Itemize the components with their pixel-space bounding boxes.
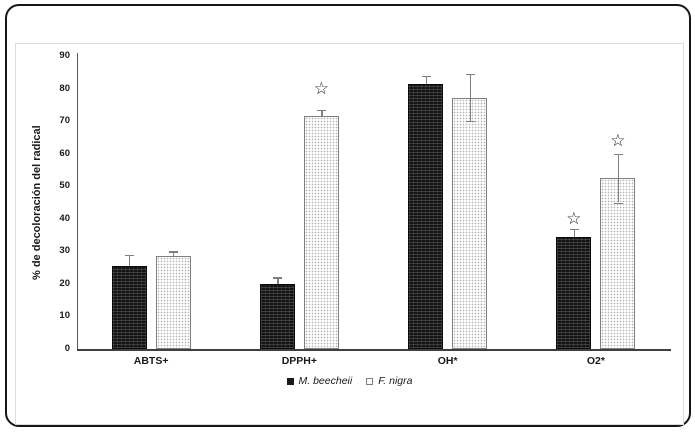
bar [600, 178, 636, 349]
x-axis-category-label: DPPH+ [281, 355, 318, 367]
error-bar [617, 153, 620, 203]
significance-star-icon: ☆ [566, 208, 582, 228]
error-bar-cap [569, 228, 579, 230]
error-bar-cap [273, 277, 283, 279]
y-axis-tick-label: 30 [59, 245, 70, 257]
y-axis-title: % de decoloración del radical [31, 125, 43, 280]
plot-area: % de decoloración del radical 0 10 20 30 40 5… [16, 44, 683, 424]
y-axis-tick-label: 80 [59, 82, 70, 94]
error-bar-cap [465, 73, 475, 76]
error-bar [129, 254, 131, 266]
y-axis-tick-label: 90 [59, 50, 70, 61]
legend-label-m-beecheii: M. beecheii [298, 375, 353, 387]
error-bar [469, 73, 471, 122]
chart-area: % de decoloración del radical 0 10 20 30 40 5… [15, 43, 684, 425]
legend: M. beecheii F. nigra [16, 375, 683, 387]
legend-item-m-beecheii: M. beecheii [286, 375, 353, 387]
y-axis-line [76, 53, 78, 350]
error-bar [425, 75, 427, 84]
error-bar-cap [613, 202, 623, 204]
y-axis-tick-label: 70 [59, 115, 70, 127]
x-axis-category-label: O2* [586, 355, 605, 367]
x-axis-category-label: OH* [437, 355, 458, 367]
y-axis-tick-label: 40 [59, 212, 70, 224]
significance-star-icon: ☆ [610, 130, 626, 150]
error-bar-cap [465, 121, 475, 123]
error-bar-cap [317, 109, 327, 111]
error-bar [321, 109, 323, 117]
y-axis-tick-label: 50 [59, 180, 70, 192]
legend-label-f-nigra: F. nigra [378, 375, 413, 387]
legend-item-f-nigra: F. nigra [366, 375, 412, 387]
error-bar [573, 228, 576, 237]
y-axis-tick-label: 10 [59, 310, 70, 322]
error-bar [277, 277, 279, 284]
error-bar-cap [613, 153, 623, 155]
x-axis-category-label: ABTS+ [133, 355, 169, 367]
y-axis-tick-label: 0 [64, 343, 70, 354]
error-bar-cap [421, 75, 431, 77]
x-axis-line [76, 349, 671, 351]
bar [259, 283, 295, 349]
error-bar-cap [169, 251, 179, 253]
open-square-icon [366, 377, 374, 385]
error-bar-cap [125, 254, 135, 256]
bar [556, 236, 592, 349]
significance-star-icon: ☆ [313, 78, 329, 98]
y-axis-tick-label: 20 [59, 277, 70, 289]
bar [111, 265, 147, 349]
filled-square-icon [286, 377, 294, 385]
bar [155, 256, 191, 349]
y-axis-tick-label: 60 [59, 147, 70, 159]
error-bar [173, 251, 175, 257]
bar [452, 98, 488, 349]
bar [303, 116, 339, 349]
bar [408, 83, 444, 349]
